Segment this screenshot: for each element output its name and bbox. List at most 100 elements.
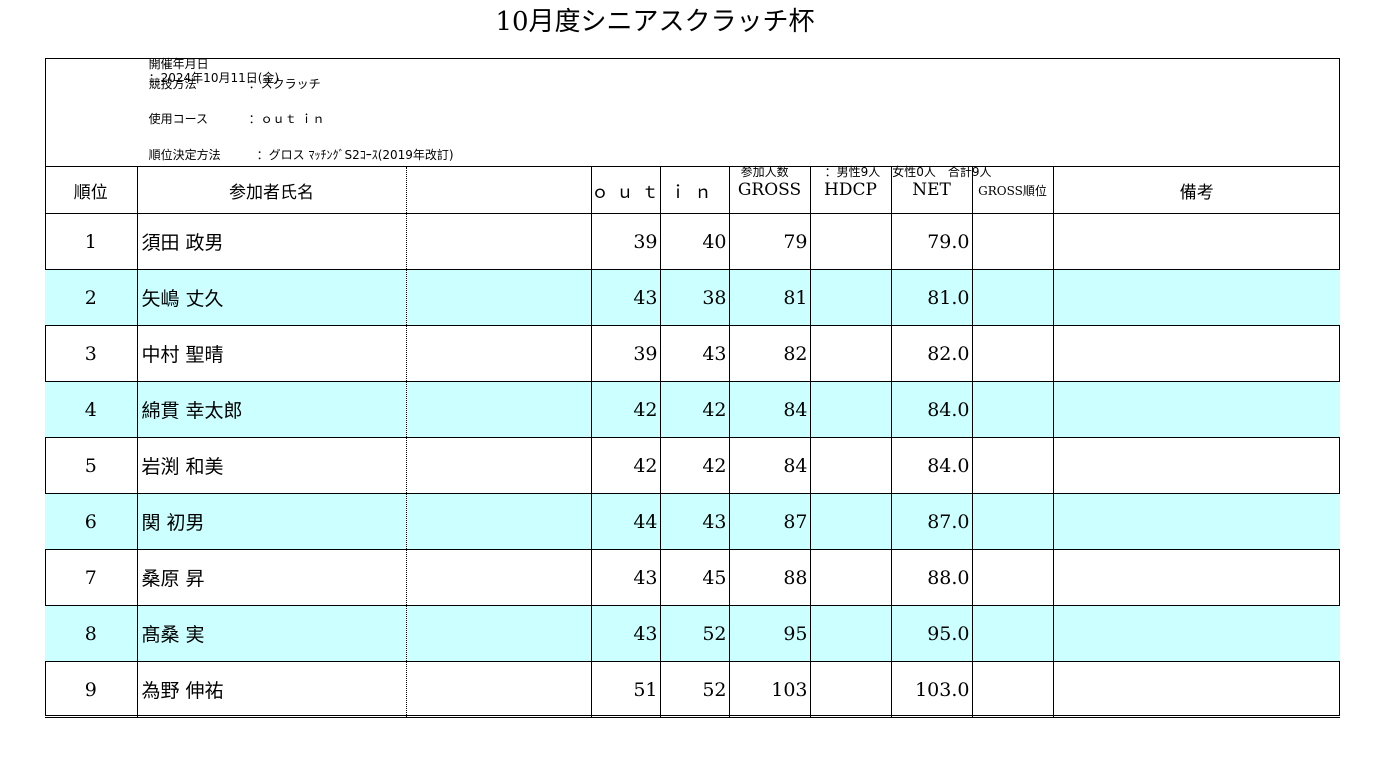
cell-rank: 3 — [45, 325, 138, 382]
cell-name: 髙桑 実 — [137, 605, 407, 662]
cell-name: 関 初男 — [137, 493, 407, 550]
cell-rank: 6 — [45, 493, 138, 550]
header-remarks: 備考 — [1053, 166, 1340, 214]
cell-remarks — [1053, 661, 1340, 718]
table-row: 5 岩渕 和美 42 42 84 84.0 — [45, 437, 1340, 494]
table-row: 8 髙桑 実 43 52 95 95.0 — [45, 605, 1340, 662]
cell-out: 43 — [591, 269, 661, 326]
cell-hdcp — [810, 661, 892, 718]
cell-rank: 8 — [45, 605, 138, 662]
cell-in: 45 — [660, 549, 730, 606]
cell-gross-rank — [972, 549, 1054, 606]
cell-hdcp — [810, 549, 892, 606]
cell-remarks — [1053, 437, 1340, 494]
cell-hdcp — [810, 269, 892, 326]
cell-net: 95.0 — [891, 605, 973, 662]
cell-hdcp — [810, 437, 892, 494]
cell-in: 42 — [660, 437, 730, 494]
table-row: 3 中村 聖晴 39 43 82 82.0 — [45, 325, 1340, 382]
cell-net: 81.0 — [891, 269, 973, 326]
cell-rank: 4 — [45, 381, 138, 438]
cell-blank — [406, 661, 592, 718]
cell-in: 43 — [660, 493, 730, 550]
cell-rank: 1 — [45, 213, 138, 270]
cell-out: 42 — [591, 381, 661, 438]
cell-out: 51 — [591, 661, 661, 718]
cell-blank — [406, 269, 592, 326]
cell-in: 52 — [660, 605, 730, 662]
cell-hdcp — [810, 605, 892, 662]
cell-remarks — [1053, 381, 1340, 438]
cell-blank — [406, 213, 592, 270]
header-gross: GROSS — [729, 166, 811, 214]
cell-blank — [406, 605, 592, 662]
cell-gross: 88 — [729, 549, 811, 606]
format-label: 競技方法 — [148, 77, 197, 91]
cell-rank: 5 — [45, 437, 138, 494]
cell-out: 43 — [591, 549, 661, 606]
cell-net: 84.0 — [891, 437, 973, 494]
cell-blank — [406, 325, 592, 382]
cell-in: 38 — [660, 269, 730, 326]
header-in: ｉｎ — [660, 166, 730, 214]
course-value: ：ｏｕｔ ｉｎ — [248, 112, 325, 126]
cell-gross-rank — [972, 325, 1054, 382]
cell-name: 須田 政男 — [137, 213, 407, 270]
cell-hdcp — [810, 213, 892, 270]
cell-in: 52 — [660, 661, 730, 718]
cell-gross-rank — [972, 269, 1054, 326]
cell-net: 84.0 — [891, 381, 973, 438]
cell-out: 39 — [591, 213, 661, 270]
cell-gross-rank — [972, 381, 1054, 438]
cell-gross: 84 — [729, 381, 811, 438]
cell-gross: 103 — [729, 661, 811, 718]
course-line: 使用コース ：ｏｕｔ ｉｎ — [141, 98, 325, 126]
table-header-row: 順位 参加者氏名 ｏｕｔ ｉｎ GROSS HDCP NET GROSS順位 備… — [45, 166, 1340, 214]
format-value: ：スクラッチ — [248, 77, 321, 91]
cell-gross-rank — [972, 661, 1054, 718]
cell-gross: 82 — [729, 325, 811, 382]
cell-blank — [406, 437, 592, 494]
cell-net: 87.0 — [891, 493, 973, 550]
cell-net: 103.0 — [891, 661, 973, 718]
cell-gross-rank — [972, 437, 1054, 494]
cell-remarks — [1053, 269, 1340, 326]
table-row: 6 関 初男 44 43 87 87.0 — [45, 493, 1340, 550]
cell-in: 42 — [660, 381, 730, 438]
cell-blank — [406, 493, 592, 550]
course-label: 使用コース — [148, 112, 209, 126]
ranking-method-value: ：グロス ﾏｯﾁﾝｸﾞS2ｺｰｽ(2019年改訂) — [256, 148, 454, 162]
cell-out: 43 — [591, 605, 661, 662]
page-title: 10月度シニアスクラッチ杯 — [495, 7, 815, 37]
cell-gross: 95 — [729, 605, 811, 662]
cell-name: 桑原 昇 — [137, 549, 407, 606]
header-out: ｏｕｔ — [591, 166, 661, 214]
cell-remarks — [1053, 213, 1340, 270]
header-gross-rank: GROSS順位 — [972, 166, 1054, 214]
results-table: 順位 参加者氏名 ｏｕｔ ｉｎ GROSS HDCP NET GROSS順位 備… — [45, 166, 1340, 718]
cell-gross: 81 — [729, 269, 811, 326]
cell-rank: 2 — [45, 269, 138, 326]
cell-out: 39 — [591, 325, 661, 382]
cell-remarks — [1053, 325, 1340, 382]
cell-remarks — [1053, 493, 1340, 550]
cell-gross-rank — [972, 605, 1054, 662]
cell-name: 中村 聖晴 — [137, 325, 407, 382]
header-name: 参加者氏名 — [137, 166, 407, 214]
format-line: 競技方法 ：スクラッチ — [141, 63, 321, 91]
cell-gross: 79 — [729, 213, 811, 270]
header-net: NET — [891, 166, 973, 214]
cell-blank — [406, 549, 592, 606]
cell-name: 為野 伸祐 — [137, 661, 407, 718]
cell-hdcp — [810, 325, 892, 382]
cell-gross: 87 — [729, 493, 811, 550]
table-row: 7 桑原 昇 43 45 88 88.0 — [45, 549, 1340, 606]
cell-gross: 84 — [729, 437, 811, 494]
table-row: 4 綿貫 幸太郎 42 42 84 84.0 — [45, 381, 1340, 438]
cell-hdcp — [810, 381, 892, 438]
cell-name: 岩渕 和美 — [137, 437, 407, 494]
cell-net: 88.0 — [891, 549, 973, 606]
ranking-method-line: 順位決定方法 ：グロス ﾏｯﾁﾝｸﾞS2ｺｰｽ(2019年改訂) — [141, 134, 454, 162]
cell-remarks — [1053, 605, 1340, 662]
cell-rank: 7 — [45, 549, 138, 606]
